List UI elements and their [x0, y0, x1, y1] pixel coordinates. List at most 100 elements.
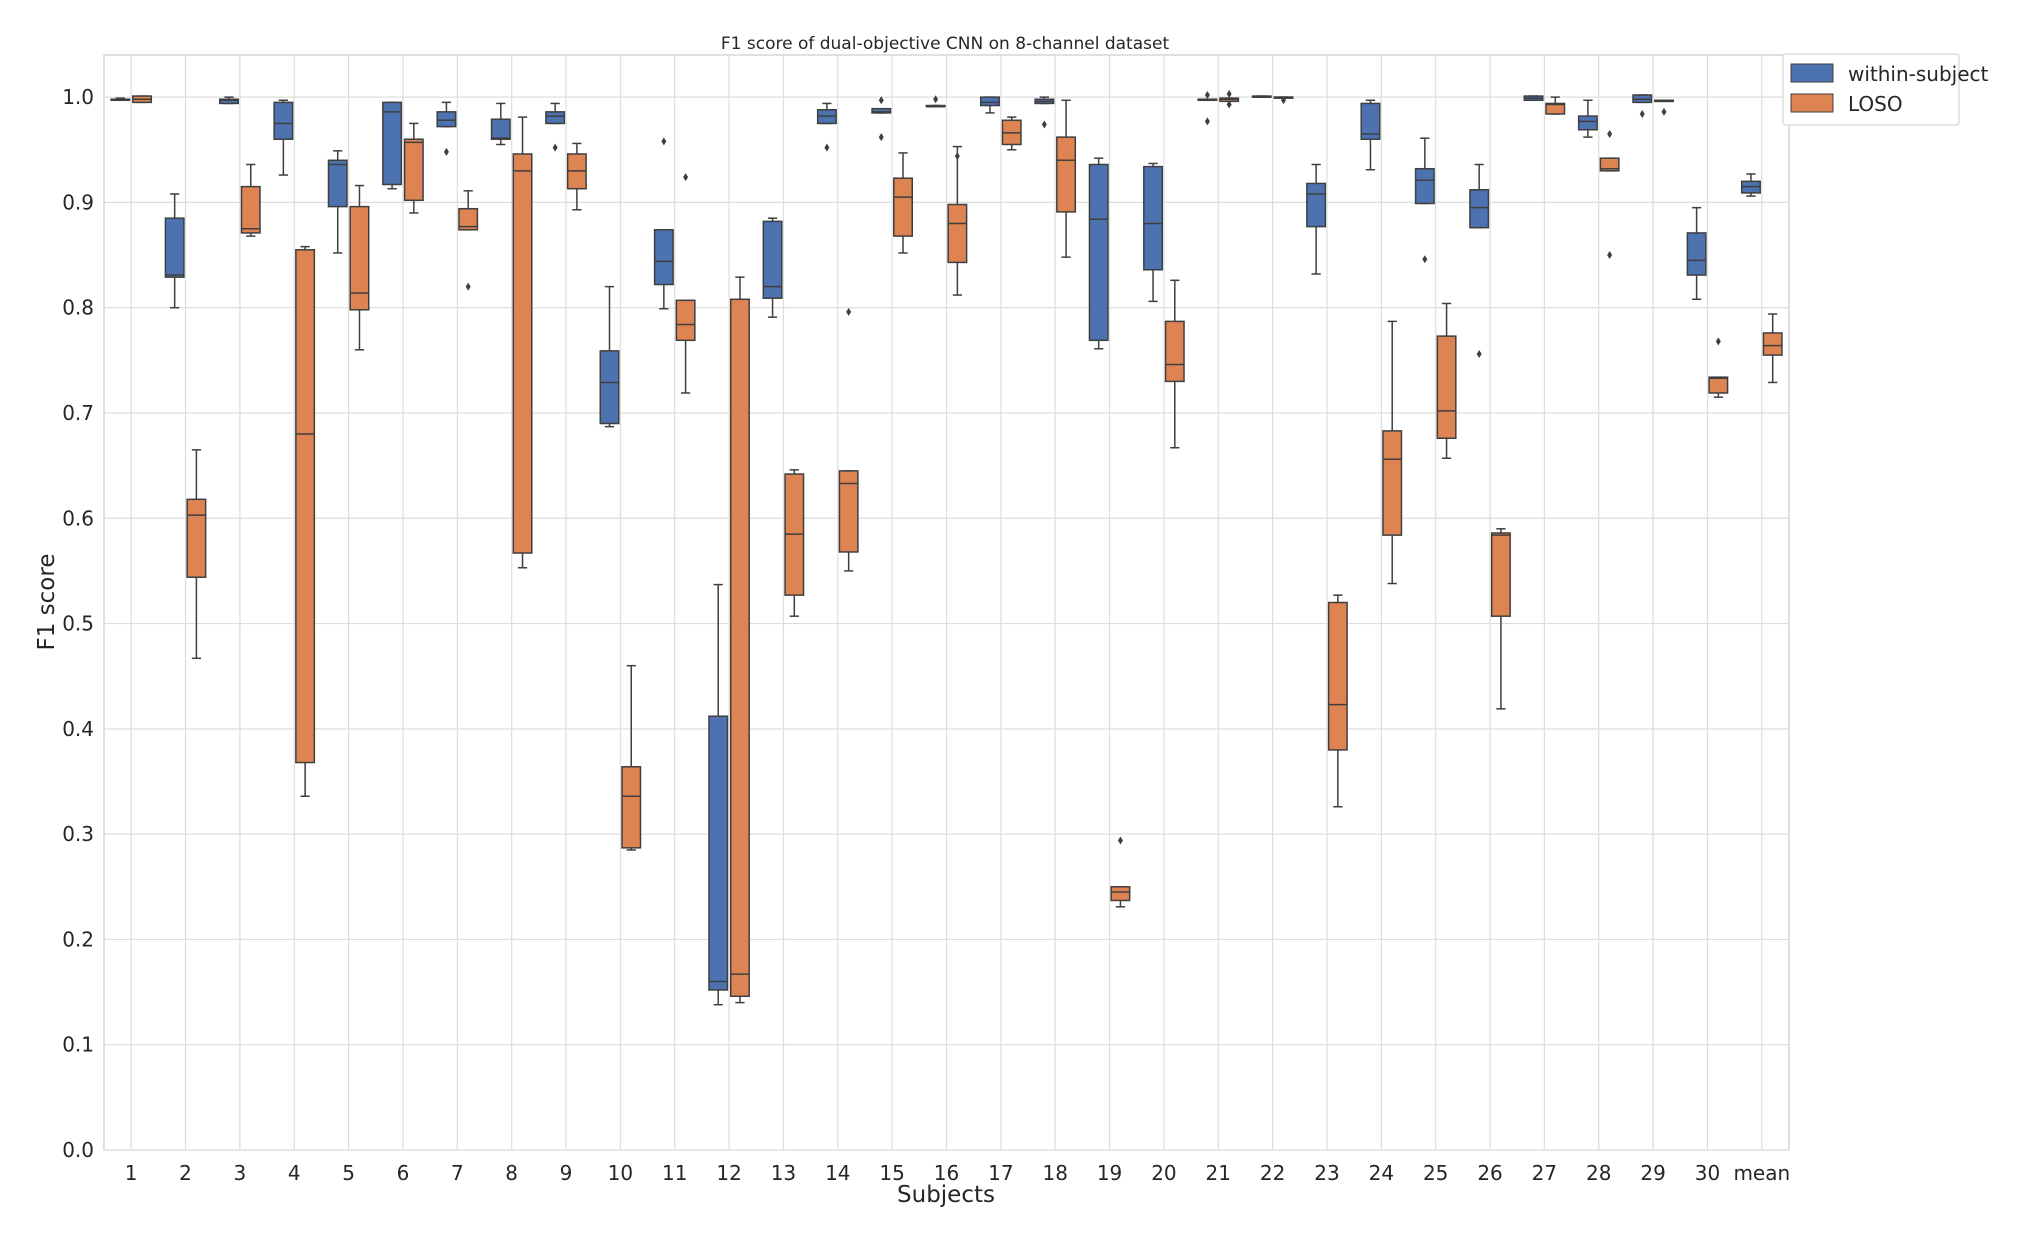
x-tick-label: 12 [716, 1161, 741, 1185]
box-loso-28 [1599, 129, 1620, 260]
x-tick-label: 8 [505, 1161, 518, 1185]
box-loso-4 [295, 245, 316, 797]
outlier-point [1204, 91, 1210, 100]
outlier-point [878, 133, 884, 142]
x-tick-label: 5 [342, 1161, 355, 1185]
outlier-point [552, 143, 558, 152]
box-loso-10 [621, 664, 642, 851]
outlier-point [1661, 107, 1667, 116]
x-tick-label: 6 [397, 1161, 410, 1185]
box-body [762, 220, 783, 299]
box-body [436, 111, 457, 128]
x-tick-label: 19 [1097, 1161, 1122, 1185]
box-body [1599, 157, 1620, 172]
box-within-subject-15 [871, 96, 892, 142]
box-body [382, 101, 403, 186]
x-tick-label: 18 [1042, 1161, 1067, 1185]
box-loso-23 [1327, 594, 1348, 808]
box-body [947, 203, 968, 264]
box-body [871, 107, 892, 114]
x-tick-label: 30 [1695, 1161, 1720, 1185]
box-within-subject-17 [979, 96, 1000, 114]
box-loso-6 [403, 122, 424, 214]
box-loso-21 [1219, 89, 1240, 109]
x-tick-label: 25 [1423, 1161, 1448, 1185]
box-body [403, 138, 424, 202]
outlier-point [661, 137, 667, 146]
y-tick-label: 0.2 [62, 927, 94, 951]
box-loso-2 [186, 449, 207, 660]
box-body [349, 205, 370, 311]
y-tick-label: 0.0 [62, 1138, 94, 1162]
outlier-point [1639, 109, 1645, 118]
box-body [545, 111, 566, 125]
box-body [675, 299, 696, 342]
box-body [1382, 430, 1403, 536]
box-body [1577, 115, 1598, 131]
gridlines [104, 55, 1789, 1151]
box-body [1762, 332, 1783, 356]
x-tick-label: 28 [1586, 1161, 1611, 1185]
box-loso-27 [1545, 96, 1566, 115]
x-tick-label: 22 [1260, 1161, 1285, 1185]
outlier-point [933, 95, 939, 104]
box-within-subject-2 [164, 193, 185, 309]
outlier-point [846, 307, 852, 316]
box-within-subject-28 [1577, 99, 1598, 138]
box-within-subject-13 [762, 217, 783, 318]
box-body [979, 96, 1000, 107]
box-within-subject-6 [382, 101, 403, 190]
box-loso-25 [1436, 302, 1457, 460]
outlier-point [954, 152, 960, 161]
box-within-subject-26 [1469, 163, 1490, 359]
box-loso-15 [893, 152, 914, 254]
x-tick-label: 11 [662, 1161, 687, 1185]
box-body [1708, 376, 1729, 394]
outlier-point [1226, 89, 1232, 98]
box-body [1088, 163, 1109, 342]
box-body [512, 153, 533, 554]
x-tick-label: 24 [1369, 1161, 1394, 1185]
outlier-point [1476, 350, 1482, 359]
x-tick-label: 17 [988, 1161, 1013, 1185]
box-within-subject-5 [327, 150, 348, 254]
x-axis-ticks: 1 2 3 4 5 6 7 8 9 10 11 12 13 14 15 16 17 18 19 20 21 22 23 24 2… [125, 1161, 1790, 1185]
box-body [1686, 232, 1707, 276]
box-body [1545, 102, 1566, 115]
box-loso-19 [1110, 836, 1131, 908]
box-within-subject-7 [436, 101, 457, 156]
box-body [295, 249, 316, 764]
box-loso-16 [947, 145, 968, 296]
outlier-point [878, 96, 884, 105]
box-within-subject-11 [653, 137, 674, 310]
box-loso-7 [458, 190, 479, 291]
box-body [893, 177, 914, 237]
outlier-point [1607, 251, 1613, 260]
outlier-point [465, 282, 471, 291]
y-tick-label: 0.4 [62, 717, 94, 741]
box-body [1056, 136, 1077, 213]
box-loso-30 [1708, 337, 1729, 398]
x-tick-label: 14 [825, 1161, 850, 1185]
x-tick-label: mean [1733, 1161, 1790, 1185]
box-loso-8 [512, 116, 533, 569]
x-tick-label: 23 [1314, 1161, 1339, 1185]
legend-swatch-within-subject [1790, 63, 1834, 83]
y-tick-label: 0.5 [62, 612, 94, 636]
box-loso-9 [566, 142, 587, 211]
y-tick-label: 0.6 [62, 506, 94, 530]
box-within-subject-14 [816, 102, 837, 152]
box-loso-26 [1490, 528, 1511, 710]
y-tick-label: 0.3 [62, 822, 94, 846]
box-within-subject-12 [708, 583, 729, 1006]
box-loso-24 [1382, 320, 1403, 585]
box-body [327, 159, 348, 208]
box-loso-mean [1762, 313, 1783, 384]
x-axis-label: Subjects [897, 1182, 995, 1208]
box-within-subject-1 [110, 97, 131, 102]
box-body [1469, 189, 1490, 229]
box-body [273, 101, 294, 140]
box-within-subject-23 [1306, 163, 1327, 275]
outlier-point [443, 147, 449, 156]
